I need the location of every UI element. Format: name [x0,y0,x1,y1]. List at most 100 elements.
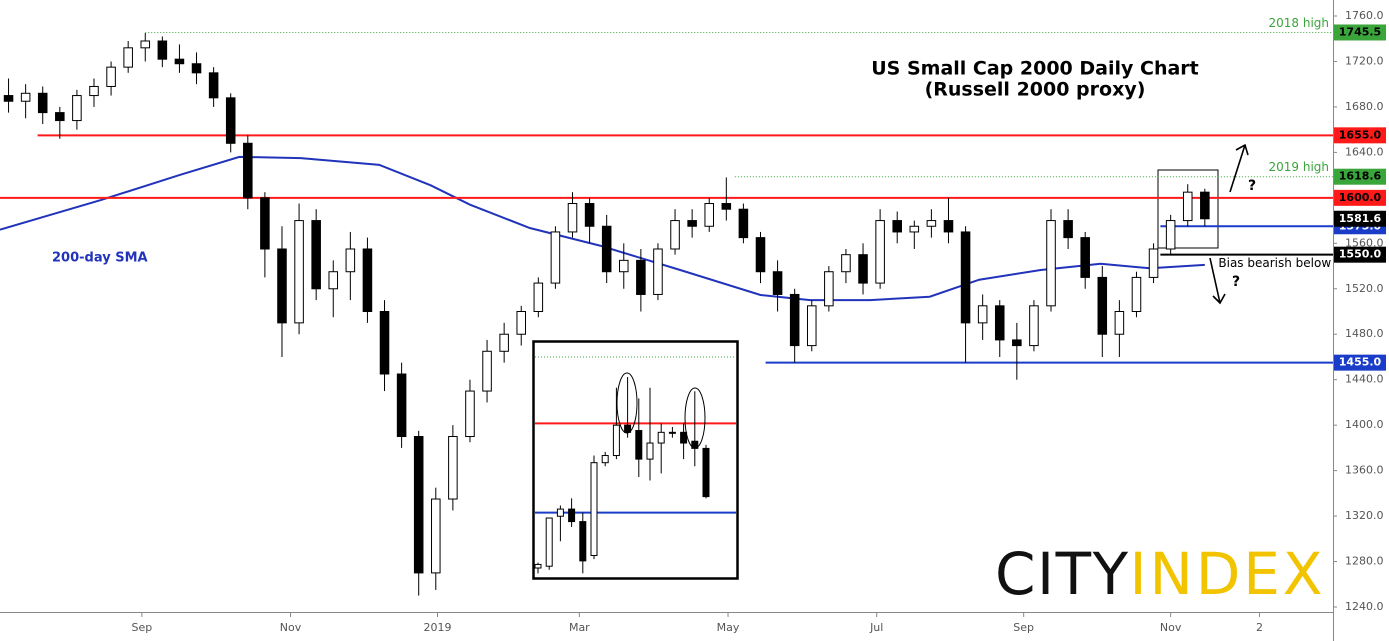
candle-body [294,220,304,324]
candle-body [328,271,339,290]
x-tick-label: Nov [1160,621,1182,634]
inset-candle-body [568,508,576,523]
candle-body [653,248,663,295]
inset-candle-body [657,431,665,444]
candle-body [806,305,817,347]
candle-body [943,220,954,233]
highlight-ellipse [616,372,638,434]
candle-body [670,220,680,250]
highlight-ellipse [684,387,706,449]
candle-body [772,271,783,295]
y-tick-label: 1680.0 [1345,100,1384,113]
inset-candle-body [635,430,643,460]
inset-candle-body [612,424,620,457]
candle-body [721,203,732,210]
level-name: 2019 high [1268,160,1329,174]
candle-body [926,220,937,227]
candle-body [379,311,390,375]
level-label: 1455.0 [1339,356,1382,369]
candle-body [260,197,270,250]
x-tick-label: Nov [280,621,302,634]
question-mark: ? [1232,274,1240,290]
candle-body [977,305,988,324]
down-arrow [1209,257,1226,305]
x-tick-label: Jul [869,621,883,634]
candle-body [533,282,544,313]
inset-candle-body [702,447,710,498]
inset-candle-body [556,508,564,517]
candle-body [208,72,219,99]
level-label-box [1334,189,1386,206]
level-label: 1655.0 [1339,128,1382,141]
candle-body [123,47,133,68]
candle-body [140,40,151,49]
level-label: 1745.5 [1339,25,1381,38]
candle-body [20,92,31,102]
x-tick-label: Sep [1013,621,1034,634]
candle-body [1131,276,1142,312]
candle-body [1148,248,1159,278]
y-tick-label: 1720.0 [1345,54,1384,67]
candle-body [841,254,851,273]
candle-body [1012,339,1022,347]
inset-candle-body [624,424,632,433]
candle-body [1046,220,1056,307]
candle-body [499,333,509,352]
candle-body [465,390,475,438]
candle-body [789,293,800,347]
question-mark: ? [1248,178,1256,194]
chart-subtitle: (Russell 2000 proxy) [925,79,1146,101]
level-label: 1600.0 [1339,191,1382,204]
inset-candle-body [534,563,542,569]
candle-body [892,220,902,233]
candle-body [482,350,492,392]
logo-city: CITY [995,540,1129,608]
candle-body [72,95,82,122]
up-arrow [1229,143,1249,193]
candle-body [362,248,373,313]
candle-body [1080,237,1090,278]
logo-index: INDEX [1130,540,1323,608]
inset [534,356,736,574]
chart-title: US Small Cap 2000 Daily Chart [871,58,1199,80]
y-tick-label: 1360.0 [1345,464,1384,477]
candle-body [225,97,236,144]
inset-candle-body [680,431,688,444]
focus-box [1157,169,1219,249]
candle-body [567,203,578,233]
candle-body [106,66,116,87]
y-tick-label: 1320.0 [1345,509,1384,522]
candle-body [738,208,749,239]
y-tick-label: 1240.0 [1345,600,1384,613]
inset-candle-body [590,462,598,557]
x-tick-label: Mar [569,621,590,634]
candle-body [824,271,834,307]
candle-body [3,95,14,102]
candle-body [755,237,766,273]
last-price-label: 1581.6 [1339,212,1382,225]
level-label: 1618.6 [1339,170,1382,183]
level-label-box [1334,168,1386,185]
level-label-box [1334,246,1386,263]
candle-body [1114,311,1125,335]
candle-body [89,85,99,97]
level-label: 1550.0 [1339,248,1382,261]
candle-body [191,63,202,74]
y-tick-label: 1440.0 [1345,373,1384,386]
candle-body [636,259,646,295]
candle-body [994,305,1005,341]
candle-body [37,92,48,114]
inset-candle-body [579,521,587,562]
inset-candle-body [646,442,654,460]
arrows [1209,143,1249,305]
candle-body [516,311,527,335]
logo: CITYINDEX [995,540,1323,608]
candle-body [601,225,612,273]
candle-body [413,436,424,574]
x-tick-label: 2019 [423,621,451,634]
inset-candle-body [545,517,553,567]
candle-body [174,58,185,65]
candle-body [311,220,321,290]
x-tick-label: Sep [131,621,152,634]
